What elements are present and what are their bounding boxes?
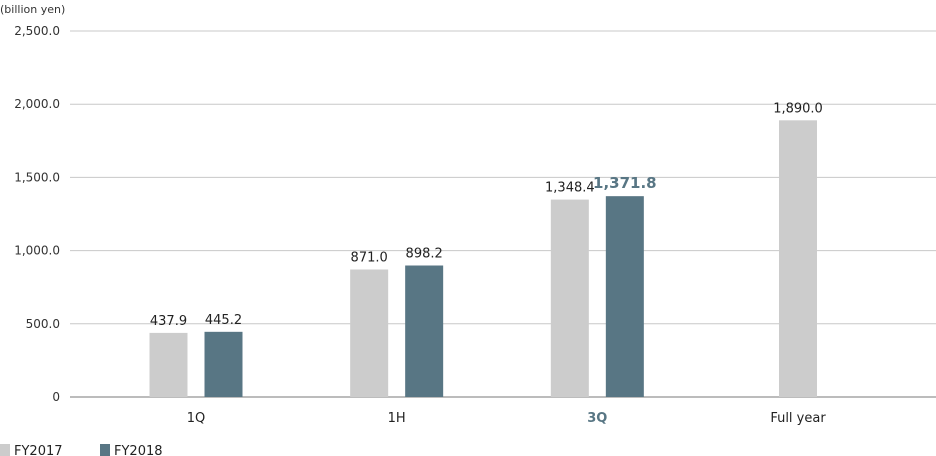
bars-layer: 437.9 445.2 871.0 898.2 1,348.41,371.8 1,890.…: [149, 101, 823, 397]
y-tick-label: 1,000.0: [14, 244, 60, 258]
bar-fy2017-1q: [149, 332, 188, 397]
legend: FY2017 FY2018: [0, 444, 163, 456]
x-tick-label: 1H: [388, 411, 406, 426]
data-label: 437.9: [150, 314, 187, 329]
legend-swatch: [100, 444, 110, 456]
x-tick-label: 3Q: [587, 411, 607, 426]
x-tick-label: Full year: [770, 411, 826, 426]
y-tick-label: 2,500.0: [14, 24, 60, 38]
bar-fy2018-1q: [204, 331, 243, 397]
y-tick-label: 0: [52, 390, 60, 404]
y-tick-label: 1,500.0: [14, 170, 60, 184]
y-tick-label: 2,000.0: [14, 97, 60, 111]
y-tick-label: 500.0: [26, 317, 60, 331]
data-label: 445.2: [205, 313, 242, 328]
legend-swatch: [0, 444, 10, 456]
y-axis-unit-label: (billion yen): [0, 3, 65, 16]
y-axis-ticks: 0 500.0 1,000.0 1,500.0 2,000.0 2,500.0: [14, 24, 60, 404]
bar-fy2017-full-year: [779, 120, 817, 397]
x-axis-ticks: 1Q 1H 3Q Full year: [187, 411, 827, 426]
data-label: 1,890.0: [773, 101, 823, 116]
data-label: 1,348.4: [545, 181, 595, 196]
bar-fy2017-1h: [350, 269, 389, 397]
legend-label: FY2018: [114, 444, 163, 456]
data-label: 871.0: [351, 250, 388, 265]
bar-fy2017-3q: [550, 199, 589, 397]
data-label: 898.2: [406, 247, 443, 262]
data-label: 1,371.8: [593, 174, 657, 192]
bar-fy2018-3q: [605, 196, 644, 397]
legend-label: FY2017: [14, 444, 63, 456]
bar-fy2018-1h: [405, 265, 444, 397]
x-tick-label: 1Q: [187, 411, 206, 426]
